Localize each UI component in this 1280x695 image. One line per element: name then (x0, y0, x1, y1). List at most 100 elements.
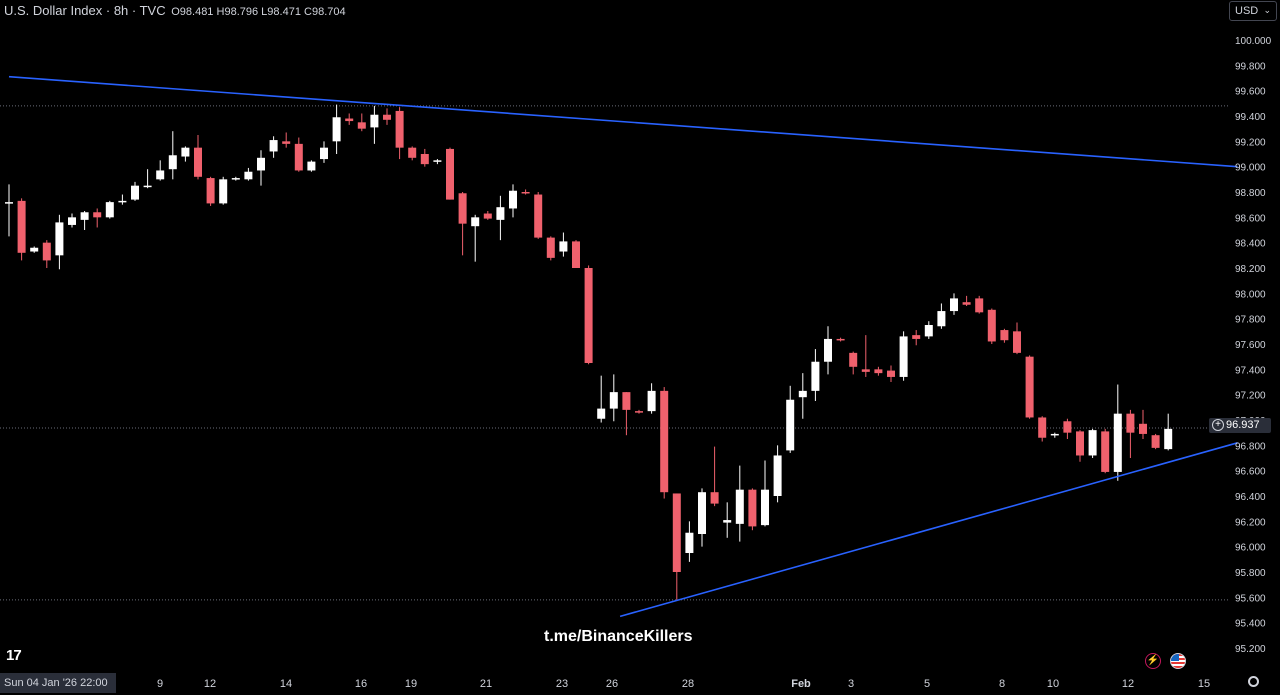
candle[interactable] (68, 213, 76, 228)
candle[interactable] (446, 147, 454, 200)
candle[interactable] (282, 132, 291, 148)
last-price-tag[interactable]: + 96.937 (1209, 418, 1271, 433)
candle[interactable] (849, 351, 858, 375)
candles-layer[interactable] (5, 104, 1173, 600)
candle[interactable] (912, 330, 921, 346)
tradingview-logo-icon[interactable]: 17 (6, 647, 22, 664)
candle[interactable] (773, 445, 782, 503)
candle[interactable] (370, 105, 379, 144)
us-flag-icon[interactable] (1170, 653, 1186, 669)
candle[interactable] (635, 409, 643, 414)
candle[interactable] (206, 176, 215, 206)
candle[interactable] (1164, 413, 1173, 451)
candle[interactable] (332, 104, 341, 154)
candle[interactable] (42, 240, 51, 268)
candle[interactable] (1076, 430, 1084, 462)
candle[interactable] (647, 383, 656, 414)
candle[interactable] (584, 265, 593, 365)
candle[interactable] (987, 308, 996, 344)
candle[interactable] (824, 326, 832, 375)
candle[interactable] (458, 192, 467, 256)
candle[interactable] (962, 295, 971, 306)
price-axis[interactable]: 100.000 99.800 99.600 99.400 99.200 99.000 98.… (1235, 36, 1272, 655)
candle[interactable] (168, 131, 177, 180)
candle[interactable] (496, 195, 505, 241)
candle[interactable] (660, 387, 669, 499)
candle[interactable] (559, 232, 568, 257)
candle[interactable] (1088, 428, 1097, 458)
candle[interactable] (509, 184, 517, 218)
symbol-label[interactable]: U.S. Dollar Index · 8h · TVC (4, 3, 166, 18)
candle[interactable] (1151, 433, 1160, 450)
candle[interactable] (105, 200, 114, 219)
candle[interactable] (735, 465, 744, 542)
candle[interactable] (1025, 355, 1034, 419)
candle[interactable] (219, 176, 228, 205)
candle[interactable] (622, 392, 631, 436)
candle[interactable] (307, 160, 316, 172)
candle[interactable] (80, 211, 89, 230)
candle[interactable] (521, 189, 530, 195)
candle[interactable] (471, 214, 480, 262)
candle[interactable] (798, 373, 807, 419)
candle[interactable] (1050, 432, 1059, 438)
candle[interactable] (1139, 409, 1147, 439)
candle[interactable] (181, 146, 190, 162)
candle[interactable] (950, 293, 958, 315)
candle[interactable] (420, 148, 429, 167)
candle[interactable] (357, 113, 366, 132)
candle[interactable] (17, 198, 26, 261)
candle[interactable] (433, 159, 442, 165)
candle[interactable] (118, 194, 127, 205)
candle[interactable] (408, 146, 417, 161)
candle[interactable] (975, 295, 984, 314)
candle[interactable] (231, 176, 240, 181)
candle[interactable] (546, 236, 555, 261)
candle[interactable] (30, 246, 39, 253)
candle[interactable] (483, 211, 492, 220)
candle[interactable] (572, 240, 580, 268)
candle[interactable] (55, 214, 64, 270)
candle[interactable] (887, 365, 895, 382)
candle[interactable] (836, 337, 845, 342)
candle[interactable] (345, 113, 354, 125)
candle[interactable] (1013, 322, 1021, 355)
candle[interactable] (723, 502, 732, 538)
candle[interactable] (811, 349, 820, 401)
candle[interactable] (786, 385, 795, 453)
candle[interactable] (609, 374, 618, 422)
candle[interactable] (1038, 416, 1047, 442)
candle[interactable] (194, 135, 202, 180)
candle[interactable] (5, 184, 13, 237)
candle[interactable] (710, 446, 719, 507)
candle[interactable] (899, 331, 908, 381)
candle[interactable] (131, 181, 139, 201)
candle[interactable] (534, 192, 543, 239)
trendlines-layer[interactable] (8, 75, 1238, 618)
currency-select[interactable]: USD ⌄ (1229, 1, 1277, 21)
gear-icon[interactable] (1248, 676, 1259, 687)
candle[interactable] (937, 303, 946, 329)
candle[interactable] (1101, 428, 1110, 474)
candle[interactable] (395, 107, 404, 160)
trendline[interactable] (619, 442, 1238, 618)
candle[interactable] (1126, 409, 1135, 458)
candle[interactable] (257, 150, 265, 186)
candle[interactable] (93, 208, 102, 228)
candle[interactable] (761, 460, 769, 527)
candle[interactable] (156, 160, 165, 181)
candle[interactable] (672, 493, 681, 600)
candle[interactable] (861, 335, 870, 377)
candle[interactable] (748, 488, 757, 531)
candle[interactable] (320, 141, 328, 163)
candle[interactable] (244, 167, 253, 181)
candle[interactable] (698, 488, 706, 547)
candle[interactable] (269, 136, 278, 158)
candle[interactable] (294, 137, 303, 172)
candle[interactable] (685, 521, 694, 562)
plus-circle-icon[interactable]: + (1212, 419, 1224, 431)
candle[interactable] (597, 375, 606, 423)
candle[interactable] (924, 321, 933, 339)
candle[interactable] (1113, 384, 1122, 481)
